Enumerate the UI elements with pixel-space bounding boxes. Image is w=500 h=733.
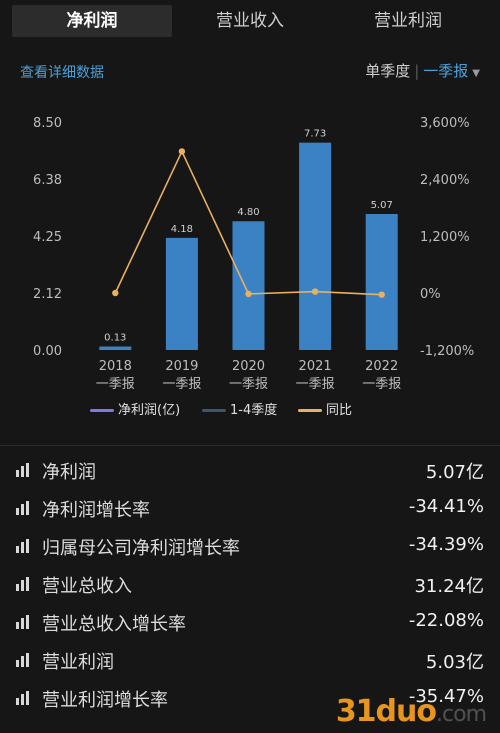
metric-row-total-revenue[interactable]: 营业总收入 31.24亿	[0, 566, 500, 604]
metric-value: -35.47%	[408, 686, 484, 707]
legend-item-net-profit[interactable]: 净利润(亿)	[90, 399, 180, 418]
metric-value: -22.08%	[408, 610, 484, 631]
metric-name: 归属母公司净利润增长率	[42, 538, 240, 559]
bar-chart-icon	[16, 691, 32, 705]
metric-value: -34.41%	[408, 496, 484, 517]
x-tick-label: 2020	[232, 359, 265, 374]
bar-0	[99, 346, 132, 350]
x-tick-label: 2018	[99, 359, 132, 374]
bar-chart-icon	[16, 615, 32, 629]
legend-swatch-net-profit	[90, 409, 114, 412]
metric-name: 营业总收入	[42, 576, 132, 597]
bar-chart-icon	[16, 539, 32, 553]
tab-revenue[interactable]: 营业收入	[216, 11, 284, 31]
bar-value-label: 4.18	[171, 224, 193, 235]
metric-value: 5.03亿	[425, 652, 484, 673]
bar-chart-icon	[16, 653, 32, 667]
metric-name: 净利润	[42, 462, 96, 483]
bar-chart-icon	[16, 577, 32, 591]
legend-swatch-yoy	[298, 409, 322, 412]
divider	[0, 445, 500, 446]
legend-item-yoy[interactable]: 同比	[298, 399, 352, 418]
chart-toolbar: 查看详细数据 单季度 | 一季报 ▼	[0, 56, 500, 86]
tab-bar: 净利润 营业收入 营业利润	[0, 0, 500, 42]
yoy-point-2	[245, 290, 252, 298]
x-tick-label: 一季报	[229, 377, 268, 392]
metric-name: 营业总收入增长率	[42, 614, 186, 635]
metric-value: -34.39%	[408, 534, 484, 555]
bar-1	[165, 237, 198, 350]
legend-label-net-profit: 净利润(亿)	[118, 403, 181, 418]
legend-item-quarters[interactable]: 1-4季度	[202, 399, 277, 418]
yoy-point-4	[378, 291, 385, 298]
y-right-tick-label: 3,600%	[420, 116, 470, 131]
period-selector[interactable]: 单季度 | 一季报 ▼	[365, 60, 480, 81]
y-right-tick-label: 2,400%	[420, 173, 470, 188]
metric-value: 5.07亿	[425, 462, 484, 483]
period-selected[interactable]: 一季报	[423, 62, 469, 80]
tab-net-profit[interactable]: 净利润	[12, 5, 172, 37]
y-left-tick-label: 2.12	[33, 287, 62, 302]
y-left-tick-label: 0.00	[33, 344, 62, 359]
metric-row-net-profit[interactable]: 净利润 5.07亿	[0, 452, 500, 490]
x-tick-label: 一季报	[296, 377, 335, 392]
metric-name: 营业利润	[42, 652, 114, 673]
y-left-tick-label: 4.25	[33, 230, 62, 245]
y-right-tick-label: 0%	[420, 287, 441, 302]
legend-label-quarters: 1-4季度	[230, 403, 278, 418]
period-single-quarter[interactable]: 单季度	[365, 62, 411, 80]
net-profit-chart: 8.50 6.38 4.25 2.12 0.00 3,600% 2,400% 1,200% 0%…	[33, 116, 474, 392]
bar-3	[299, 142, 332, 350]
bar-chart-icon	[16, 501, 32, 515]
metric-row-revenue-growth[interactable]: 营业总收入增长率 -22.08%	[0, 604, 500, 642]
tab-operating-profit[interactable]: 营业利润	[374, 11, 442, 31]
bar-value-label: 0.13	[104, 333, 126, 344]
metric-name: 净利润增长率	[42, 500, 150, 521]
x-tick-label: 一季报	[96, 377, 135, 392]
x-tick-label: 一季报	[162, 377, 201, 392]
x-tick-label: 2022	[365, 359, 398, 374]
x-tick-label: 2019	[165, 359, 198, 374]
metric-name: 营业利润增长率	[42, 690, 168, 711]
caret-down-icon[interactable]: ▼	[472, 68, 480, 79]
view-details-link[interactable]: 查看详细数据	[20, 65, 104, 81]
yoy-point-0	[112, 289, 119, 297]
bar-value-label: 7.73	[304, 129, 326, 140]
x-tick-label: 一季报	[362, 377, 401, 392]
metric-value: 31.24亿	[414, 576, 484, 597]
y-left-tick-label: 8.50	[33, 116, 62, 131]
bar-2	[232, 221, 265, 350]
bar-chart-icon	[16, 463, 32, 477]
bar-value-label: 4.80	[237, 207, 259, 218]
chart-legend: 净利润(亿) 1-4季度 同比	[0, 397, 500, 419]
metric-row-net-profit-growth[interactable]: 净利润增长率 -34.41%	[0, 490, 500, 528]
metric-row-parent-net-profit-growth[interactable]: 归属母公司净利润增长率 -34.39%	[0, 528, 500, 566]
y-right-tick-label: -1,200%	[420, 344, 474, 359]
legend-swatch-quarters	[202, 409, 226, 412]
metric-row-operating-profit[interactable]: 营业利润 5.03亿	[0, 642, 500, 680]
yoy-point-3	[311, 288, 319, 295]
bar-4	[365, 214, 398, 350]
bar-value-label: 5.07	[371, 200, 393, 211]
legend-label-yoy: 同比	[326, 403, 353, 418]
y-right-tick-label: 1,200%	[420, 230, 470, 245]
x-tick-label: 2021	[299, 359, 332, 374]
yoy-point-1	[178, 148, 186, 155]
y-left-tick-label: 6.38	[33, 173, 62, 188]
period-separator: |	[414, 62, 420, 80]
metric-row-operating-profit-growth[interactable]: 营业利润增长率 -35.47%	[0, 680, 500, 718]
watermark-logo: 31duo.com	[335, 694, 487, 729]
